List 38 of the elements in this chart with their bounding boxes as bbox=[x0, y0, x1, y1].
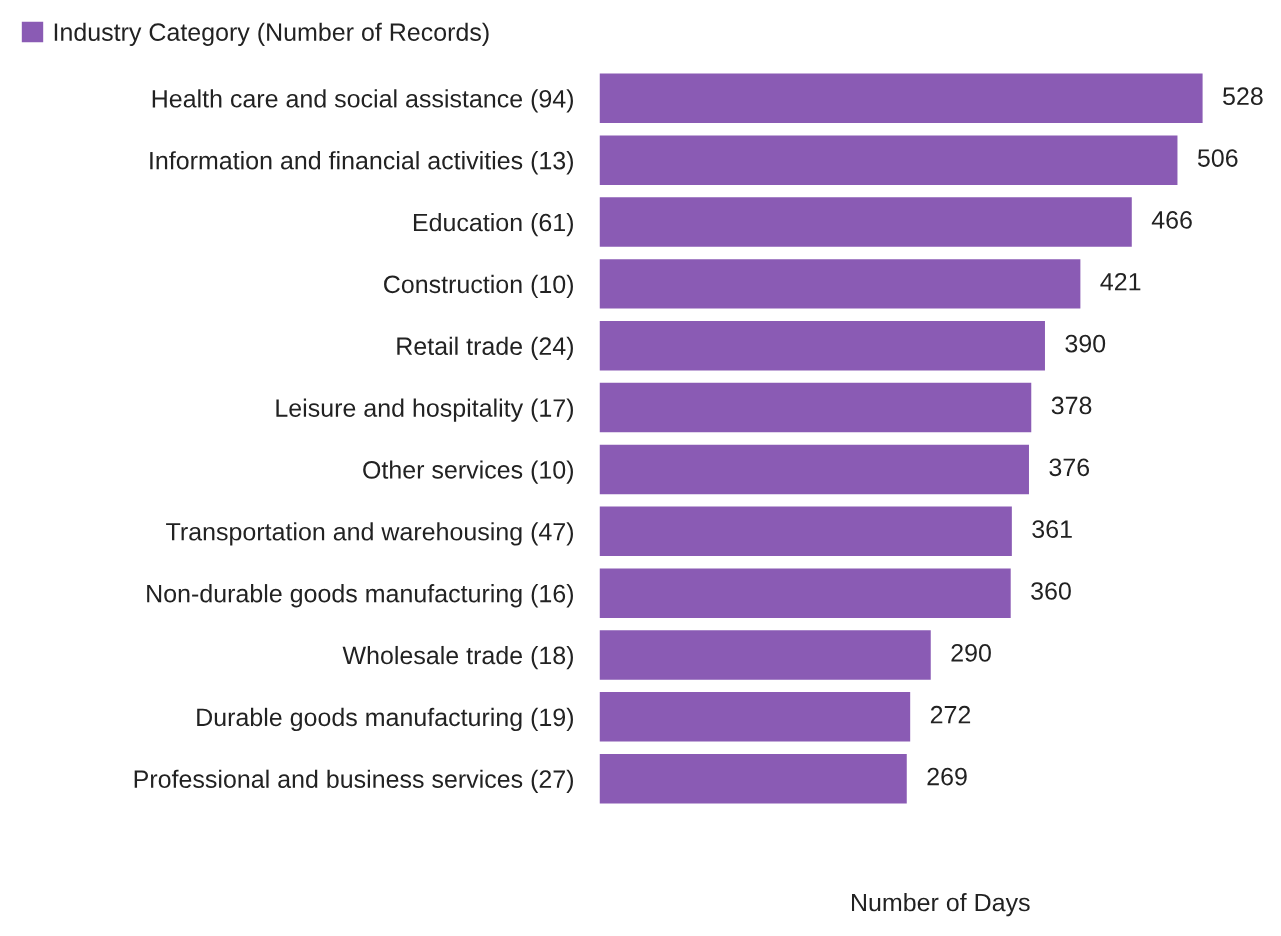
bar bbox=[599, 568, 1011, 618]
data-label: 272 bbox=[930, 705, 971, 724]
data-label: 269 bbox=[927, 767, 967, 786]
y-tick-label: Construction (10) bbox=[384, 274, 573, 299]
legend-label: Industry Category (Number of Records) bbox=[54, 22, 489, 46]
data-label: 390 bbox=[1065, 334, 1106, 353]
data-label: 528 bbox=[1223, 87, 1263, 106]
y-tick-label: Leisure and hospitality (17) bbox=[276, 398, 573, 422]
bar bbox=[599, 753, 907, 804]
y-tick-label: Non-durable goods manufacturing (16) bbox=[147, 584, 573, 608]
bar bbox=[599, 382, 1032, 433]
bar bbox=[599, 444, 1029, 495]
bar bbox=[599, 73, 1203, 124]
data-label: 361 bbox=[1032, 520, 1072, 539]
data-label: 378 bbox=[1051, 396, 1092, 415]
y-tick-label: Other services (10) bbox=[363, 460, 573, 484]
data-label: 421 bbox=[1100, 272, 1141, 291]
data-label: 506 bbox=[1197, 149, 1238, 167]
x-axis-title: Number of Days bbox=[852, 892, 1030, 917]
y-tick-label: Wholesale trade (18) bbox=[342, 645, 573, 670]
data-label: 466 bbox=[1151, 211, 1192, 229]
bar bbox=[599, 135, 1178, 185]
data-label: 376 bbox=[1049, 458, 1090, 477]
bar bbox=[599, 506, 1012, 557]
bar bbox=[599, 197, 1132, 247]
y-tick-label: Professional and business services (27) bbox=[134, 769, 573, 793]
y-tick-label: Health care and social assistance (94) bbox=[152, 89, 573, 113]
y-tick-label: Education (61) bbox=[413, 212, 573, 237]
bar bbox=[599, 259, 1081, 309]
bar bbox=[599, 320, 1045, 371]
y-tick-label: Transportation and warehousing (47) bbox=[166, 522, 573, 546]
y-tick-label: Durable goods manufacturing (19) bbox=[197, 707, 573, 732]
bar bbox=[599, 692, 911, 742]
y-tick-label: Information and financial activities (13) bbox=[150, 151, 573, 175]
data-label: 290 bbox=[951, 644, 991, 662]
y-tick-label: Retail trade (24) bbox=[397, 336, 573, 360]
data-label: 360 bbox=[1031, 582, 1071, 600]
bar bbox=[599, 630, 931, 680]
